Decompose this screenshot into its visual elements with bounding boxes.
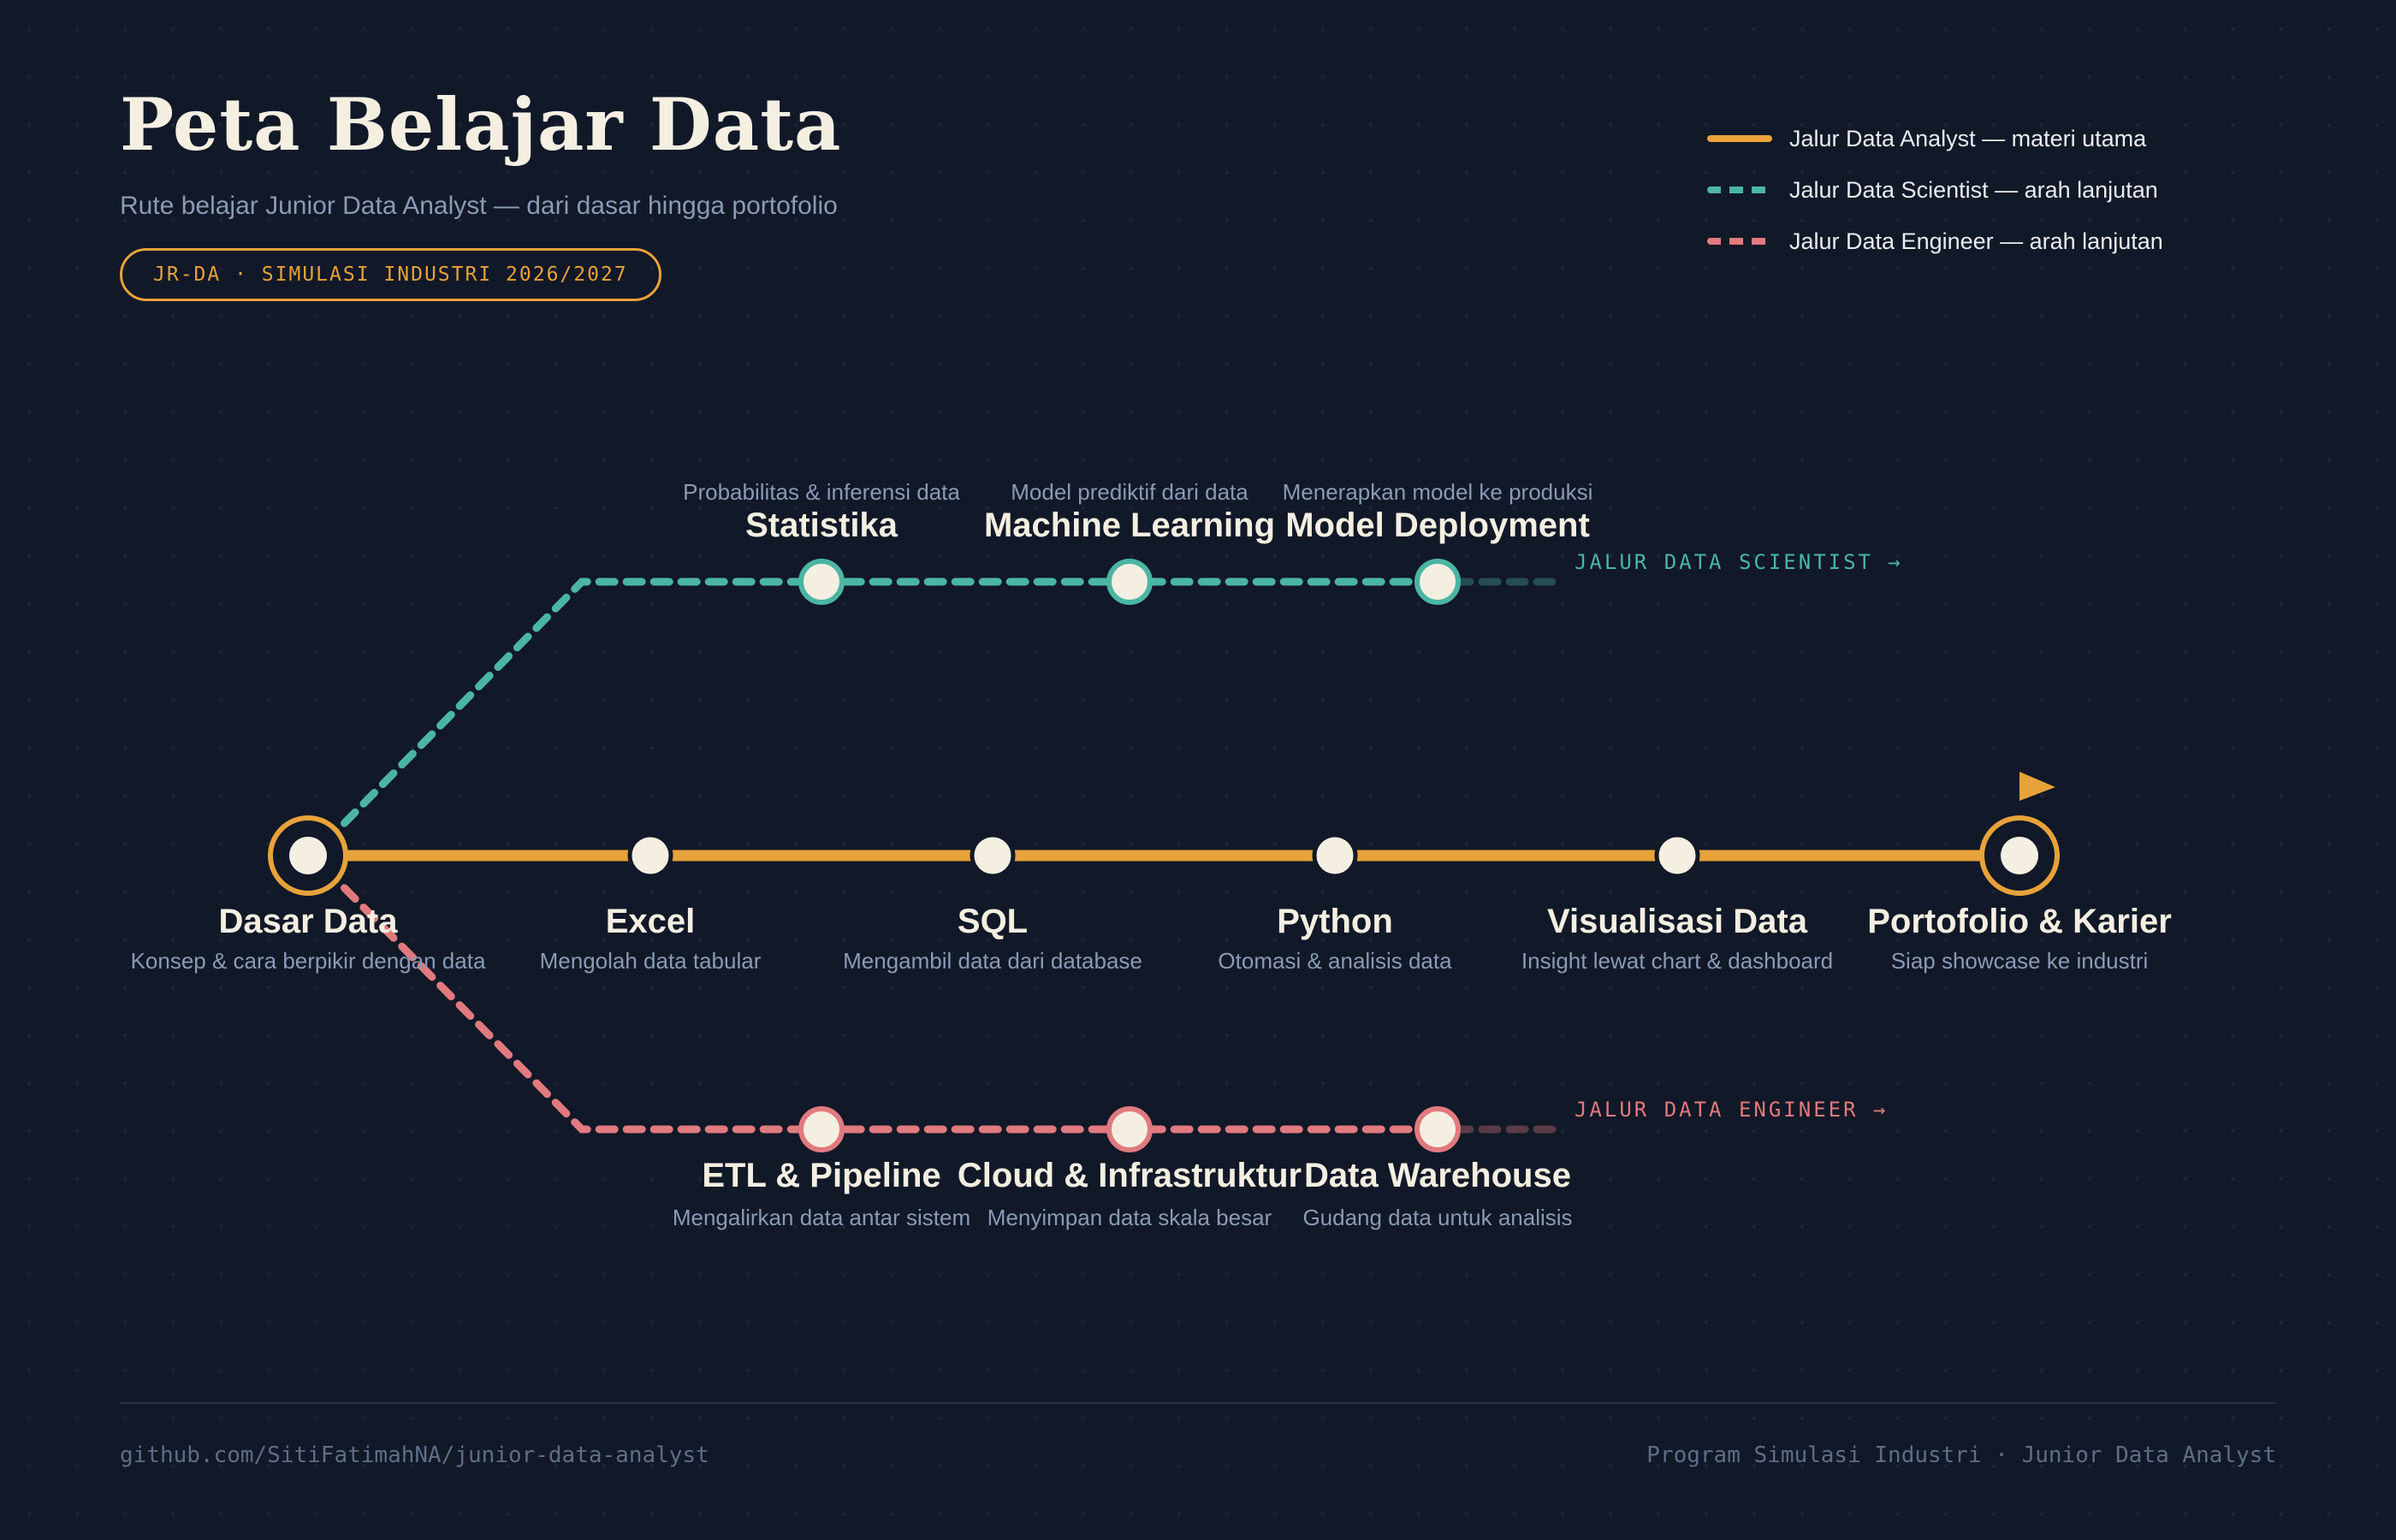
station-title: ETL & Pipeline	[702, 1157, 941, 1194]
station-desc: Menyimpan data skala besar	[987, 1205, 1272, 1230]
program-badge: JR-DA · SIMULASI INDUSTRI 2026/2027	[120, 248, 661, 301]
footer-program-name: Program Simulasi Industri · Junior Data …	[1646, 1442, 2276, 1468]
station-machine-learning	[1106, 559, 1153, 605]
legend-label: Jalur Data Scientist — arah lanjutan	[1789, 176, 2158, 203]
flag-icon	[2019, 772, 2055, 801]
branch-tag-scientist: JALUR DATA SCIENTIST →	[1575, 550, 1903, 574]
station-desc: Konsep & cara berpikir dengan data	[130, 948, 486, 974]
legend-swatch-solid-line	[1707, 135, 1772, 142]
station-title: Python	[1277, 903, 1393, 940]
footer-divider	[120, 1402, 2276, 1404]
station-title: Excel	[605, 903, 696, 940]
scientist-branch-line	[321, 578, 1442, 847]
station-title: SQL	[957, 903, 1029, 940]
station-desc: Gudang data untuk analisis	[1302, 1205, 1573, 1230]
station-desc: Otomasi & analisis data	[1218, 948, 1452, 974]
legend-item-engineer: Jalur Data Engineer — arah lanjutan	[1707, 216, 2163, 267]
station-title: Machine Learning	[983, 506, 1276, 544]
legend-swatch-dashed-line	[1707, 187, 1772, 193]
station-data-warehouse	[1414, 1106, 1461, 1152]
station-desc: Insight lewat chart & dashboard	[1521, 948, 1834, 974]
station-title: Dasar Data	[218, 903, 398, 940]
page-title: Peta Belajar Data	[120, 82, 842, 167]
legend-item-scientist: Jalur Data Scientist — arah lanjutan	[1707, 164, 2163, 216]
station-visualisasi-data	[1654, 832, 1700, 879]
station-desc: Probabilitas & inferensi data	[683, 479, 960, 505]
station-title: Model Deployment	[1285, 506, 1590, 544]
station-model-deployment	[1414, 559, 1461, 605]
legend-item-analyst: Jalur Data Analyst — materi utama	[1707, 113, 2163, 164]
station-title: Data Warehouse	[1304, 1157, 1571, 1194]
station-title: Cloud & Infrastruktur	[957, 1157, 1302, 1194]
legend-label: Jalur Data Engineer — arah lanjutan	[1789, 228, 2163, 254]
page-subtitle: Rute belajar Junior Data Analyst — dari …	[120, 192, 838, 220]
station-desc: Menerapkan model ke produksi	[1282, 479, 1593, 505]
station-excel	[627, 832, 673, 879]
legend-swatch-dashed-line	[1707, 238, 1772, 245]
legend: Jalur Data Analyst — materi utama Jalur …	[1707, 113, 2163, 267]
station-python	[1312, 832, 1358, 879]
station-sql	[970, 832, 1016, 879]
footer-repo-link[interactable]: github.com/SitiFatimahNA/junior-data-ana…	[120, 1442, 709, 1468]
legend-label: Jalur Data Analyst — materi utama	[1789, 125, 2147, 151]
station-portofolio-karier	[2001, 837, 2038, 874]
station-dasar-data	[289, 837, 327, 874]
engineer-branch-line	[321, 864, 1442, 1134]
station-desc: Siap showcase ke industri	[1890, 948, 2149, 974]
station-desc: Model prediktif dari data	[1011, 479, 1248, 505]
station-statistika	[798, 559, 845, 605]
station-etl-pipeline	[798, 1106, 845, 1152]
branch-tag-engineer: JALUR DATA ENGINEER →	[1575, 1098, 1889, 1122]
station-cloud-infrastruktur	[1106, 1106, 1153, 1152]
station-title: Statistika	[745, 506, 898, 544]
station-desc: Mengolah data tabular	[539, 948, 762, 974]
station-title: Visualisasi Data	[1547, 903, 1807, 940]
station-title: Portofolio & Karier	[1867, 903, 2172, 940]
station-desc: Mengalirkan data antar sistem	[672, 1205, 971, 1230]
station-desc: Mengambil data dari database	[843, 948, 1142, 974]
